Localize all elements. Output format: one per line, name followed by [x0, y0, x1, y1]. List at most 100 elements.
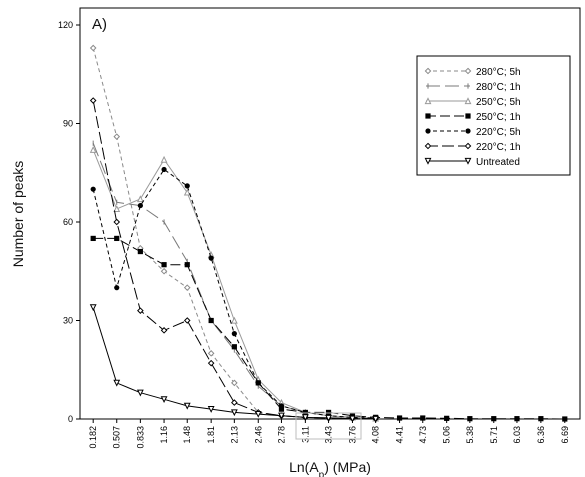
data-point	[254, 410, 262, 418]
legend-label: 220°C; 5h	[476, 127, 521, 138]
legend: 280°C; 5h 280°C; 1h 250°C; 5h 250°C; 1h 220°…	[416, 55, 571, 176]
legend-label: 280°C; 1h	[476, 82, 521, 93]
data-point	[89, 304, 97, 312]
data-point	[114, 235, 120, 242]
legend-entry: 220°C; 5h	[425, 127, 521, 138]
data-point	[89, 97, 97, 104]
data-point	[137, 307, 144, 314]
y-axis-title: Number of peaks	[10, 161, 26, 268]
data-point	[325, 409, 332, 416]
x-tick-label: 6.69	[560, 426, 570, 444]
data-point	[160, 396, 168, 404]
data-point	[90, 186, 96, 192]
x-tick-label: 5.71	[489, 426, 499, 444]
x-tick-label: 4.41	[395, 426, 405, 444]
legend-label: 280°C; 5h	[476, 67, 521, 78]
x-axis-title-main: Ln(A	[289, 459, 319, 475]
data-point	[90, 235, 96, 242]
x-tick-label: 6.03	[512, 426, 522, 444]
legend-marker	[465, 113, 471, 119]
data-point	[160, 267, 168, 275]
x-axis-title-sub: p	[319, 470, 325, 477]
data-point	[137, 202, 143, 209]
x-ticks: 0.182 0.507 0.833 1.16 1.48 1.81 2.13 2.46 2.78 3…	[88, 419, 570, 449]
x-tick-label: 5.38	[465, 426, 475, 444]
legend-marker	[424, 97, 432, 105]
data-point	[372, 415, 380, 423]
data-point	[137, 248, 143, 255]
legend-marker	[425, 128, 431, 134]
legend-marker	[424, 142, 432, 150]
y-tick-label: 0	[68, 414, 73, 424]
x-tick-label: 6.36	[536, 426, 546, 444]
data-point	[301, 414, 309, 422]
data-point	[89, 146, 97, 153]
y-tick-label: 60	[63, 217, 73, 227]
series-5	[89, 97, 379, 422]
x-tick-label: 2.13	[229, 426, 239, 444]
data-point	[278, 406, 285, 412]
series-line	[92, 149, 376, 419]
legend-marker	[465, 128, 471, 134]
x-tick-label: 0.182	[88, 426, 98, 449]
x-tick-label: 1.81	[206, 426, 216, 444]
data-point	[444, 415, 450, 421]
legend-marker	[464, 67, 472, 75]
legend-entry: 220°C; 1h	[424, 142, 521, 153]
legend-entry: Untreated	[424, 157, 520, 168]
legend-label: Untreated	[476, 157, 520, 168]
legend-entry: 280°C; 5h	[424, 67, 521, 78]
data-point	[161, 166, 167, 173]
data-point	[113, 205, 121, 212]
series-6	[89, 304, 380, 423]
data-point	[278, 412, 285, 420]
data-point	[113, 379, 121, 387]
data-point	[207, 350, 215, 357]
data-point	[183, 284, 191, 291]
highlight-box	[295, 412, 362, 440]
legend-label: 250°C; 5h	[476, 97, 521, 108]
series-layer	[89, 44, 568, 423]
x-tick-label: 2.46	[253, 426, 263, 444]
data-point	[136, 195, 144, 203]
x-tick-label: 5.06	[442, 426, 452, 444]
series-line	[92, 47, 376, 420]
x-tick-label: 1.16	[159, 426, 169, 444]
data-point	[231, 344, 237, 350]
legend-marker	[464, 157, 472, 165]
data-point	[396, 415, 403, 421]
x-tick-label: 3.11	[300, 426, 310, 443]
series-line	[92, 143, 376, 419]
data-point	[113, 133, 121, 140]
y-tick-label: 120	[58, 20, 73, 30]
x-tick-label: 4.08	[371, 426, 381, 444]
data-point	[183, 402, 191, 410]
data-point	[160, 327, 168, 334]
data-point	[491, 416, 497, 422]
x-tick-label: 1.48	[182, 426, 192, 444]
data-point	[325, 414, 332, 422]
data-point	[207, 359, 215, 367]
legend-entry: 280°C; 1h	[426, 82, 521, 93]
legend-marker	[424, 67, 432, 75]
series-line	[92, 100, 376, 420]
legend-marker	[424, 157, 432, 165]
data-point	[113, 218, 121, 226]
data-point	[161, 262, 167, 268]
y-tick-label: 30	[63, 316, 73, 326]
data-point	[302, 409, 308, 416]
y-tick-label: 90	[63, 119, 73, 129]
data-point	[278, 403, 285, 409]
data-point	[183, 188, 191, 196]
data-point	[89, 44, 97, 52]
data-point	[255, 380, 261, 386]
data-point	[183, 317, 191, 324]
data-point	[231, 379, 238, 387]
data-point	[420, 415, 426, 421]
data-point	[136, 389, 144, 397]
data-point	[230, 409, 238, 417]
data-point	[207, 406, 215, 413]
data-point	[514, 416, 520, 422]
data-point	[208, 317, 214, 324]
